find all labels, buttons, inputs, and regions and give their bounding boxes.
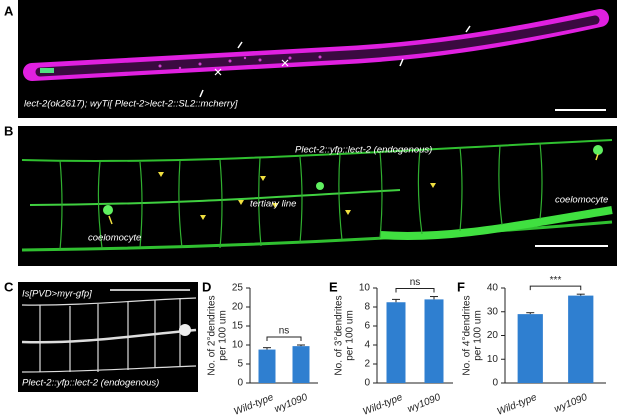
bar (424, 299, 444, 383)
panel-label: F (457, 279, 465, 294)
x-tick-label: Wild-type (361, 392, 404, 418)
significance-label: *** (550, 275, 562, 286)
y-tick-label: 40 (487, 283, 499, 294)
y-tick-label: 10 (487, 354, 499, 365)
significance-bracket (266, 336, 302, 341)
panel-label: D (202, 279, 211, 294)
panel-label: E (329, 279, 338, 294)
bar (568, 295, 594, 383)
y-tick-label: 25 (232, 283, 244, 294)
bar (258, 349, 276, 383)
y-tick-label: 10 (359, 283, 371, 294)
y-tick-label: 0 (492, 378, 498, 389)
panel-label: B (4, 123, 13, 138)
y-tick-label: 0 (364, 378, 370, 389)
y-tick-label: 0 (237, 378, 243, 389)
y-tick-label: 2 (364, 359, 370, 370)
y-tick-label: 5 (237, 359, 243, 370)
panel-c-image (18, 282, 198, 392)
x-tick-label: wy1090 (406, 392, 442, 415)
significance-label: ns (410, 277, 421, 288)
y-tick-label: 15 (232, 321, 244, 332)
image-caption: Plect-2::yfp::lect-2 (endogenous) (22, 378, 159, 389)
image-annotation: coelomocyte (88, 233, 141, 244)
significance-label: ns (279, 326, 290, 337)
bar (517, 314, 543, 383)
bar (292, 346, 310, 383)
y-axis-label: per 100 um (218, 310, 229, 361)
image-caption: Plect-2::yfp::lect-2 (endogenous) (295, 145, 432, 156)
y-tick-label: 10 (232, 340, 244, 351)
image-annotation: coelomocyte (555, 195, 608, 206)
x-tick-label: Wild-type (232, 392, 275, 418)
image-caption: lect-2(ok2617); wyTi[ Plect-2>lect-2::SL… (24, 99, 238, 110)
y-axis-label: per 100 um (473, 310, 484, 361)
image-annotation: tertiary line (250, 199, 296, 210)
panel-a-image (18, 0, 617, 118)
significance-bracket (395, 288, 435, 293)
significance-bracket (529, 285, 582, 291)
y-tick-label: 20 (232, 302, 244, 313)
panel-label: C (4, 279, 14, 294)
y-tick-label: 8 (364, 302, 370, 313)
panel-label: A (4, 3, 14, 18)
y-tick-label: 4 (364, 340, 370, 351)
x-tick-label: Wild-type (496, 392, 539, 418)
y-axis-label: No. of 4°dendrites (462, 295, 473, 375)
y-tick-label: 6 (364, 321, 370, 332)
image-header: Is[PVD>myr-gfp] (22, 289, 92, 300)
y-axis-label: per 100 um (345, 310, 356, 361)
y-tick-label: 30 (487, 306, 499, 317)
bar (386, 302, 406, 383)
y-tick-label: 20 (487, 330, 499, 341)
x-tick-label: wy1090 (553, 392, 589, 415)
y-axis-label: No. of 3°dendrites (334, 295, 345, 375)
y-axis-label: No. of 2°dendrites (207, 295, 218, 375)
x-tick-label: wy1090 (273, 392, 309, 415)
panel-b-image (18, 126, 617, 266)
